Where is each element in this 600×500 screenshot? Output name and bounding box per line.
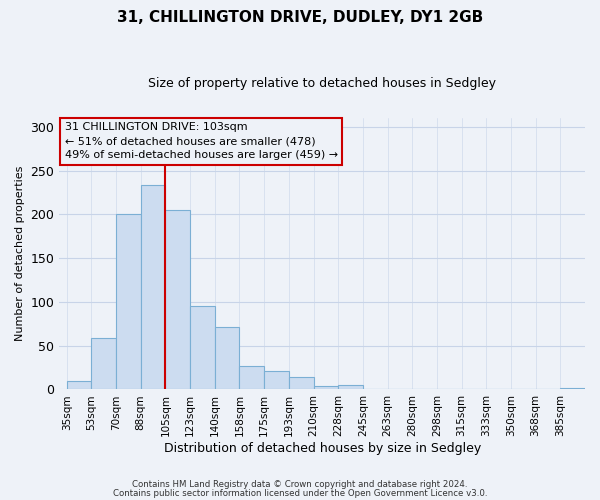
Bar xyxy=(560,388,585,390)
Bar xyxy=(141,184,166,390)
Title: Size of property relative to detached houses in Sedgley: Size of property relative to detached ho… xyxy=(148,78,496,90)
Bar xyxy=(289,377,314,390)
Bar xyxy=(264,371,289,390)
Bar xyxy=(116,214,141,390)
X-axis label: Distribution of detached houses by size in Sedgley: Distribution of detached houses by size … xyxy=(164,442,481,455)
Text: 31 CHILLINGTON DRIVE: 103sqm
← 51% of detached houses are smaller (478)
49% of s: 31 CHILLINGTON DRIVE: 103sqm ← 51% of de… xyxy=(65,122,338,160)
Bar xyxy=(314,386,338,390)
Bar xyxy=(338,385,363,390)
Bar xyxy=(166,210,190,390)
Bar xyxy=(67,380,91,390)
Bar xyxy=(91,338,116,390)
Text: 31, CHILLINGTON DRIVE, DUDLEY, DY1 2GB: 31, CHILLINGTON DRIVE, DUDLEY, DY1 2GB xyxy=(117,10,483,25)
Text: Contains HM Land Registry data © Crown copyright and database right 2024.: Contains HM Land Registry data © Crown c… xyxy=(132,480,468,489)
Bar xyxy=(215,328,239,390)
Bar xyxy=(239,366,264,390)
Y-axis label: Number of detached properties: Number of detached properties xyxy=(15,166,25,342)
Bar xyxy=(461,388,486,390)
Bar xyxy=(190,306,215,390)
Text: Contains public sector information licensed under the Open Government Licence v3: Contains public sector information licen… xyxy=(113,489,487,498)
